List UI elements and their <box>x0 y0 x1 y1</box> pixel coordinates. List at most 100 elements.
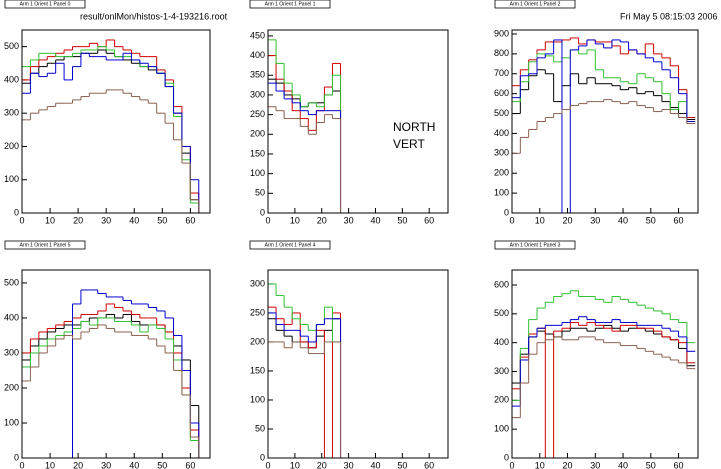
x-tick-label: 10 <box>290 215 300 225</box>
x-tick-label: 40 <box>129 215 139 225</box>
x-tick-label: 50 <box>157 460 167 469</box>
y-tick-label: 0 <box>260 452 265 462</box>
x-tick-label: 0 <box>19 215 24 225</box>
title-box <box>4 0 86 9</box>
panel-title: Arm 1 Orient 1 Panel 0 <box>20 1 71 7</box>
y-tick-label: 100 <box>250 168 265 178</box>
x-tick-label: 10 <box>535 460 545 469</box>
x-tick-label: 0 <box>509 460 514 469</box>
x-tick-label: 60 <box>674 460 684 469</box>
y-tick-label: 300 <box>250 278 265 288</box>
x-tick-label: 10 <box>535 215 545 225</box>
x-tick-label: 0 <box>19 460 24 469</box>
y-tick-label: 200 <box>4 382 19 392</box>
plot-frame <box>21 269 211 459</box>
y-tick-label: 400 <box>250 50 265 60</box>
y-tick-label: 0 <box>504 207 509 217</box>
y-tick-label: 700 <box>494 68 509 78</box>
x-tick-label: 20 <box>317 460 327 469</box>
plot-frame <box>511 29 699 214</box>
y-tick-label: 500 <box>494 308 509 318</box>
y-tick-label: 0 <box>14 207 19 217</box>
y-tick-label: 200 <box>250 129 265 139</box>
x-tick-label: 20 <box>563 215 573 225</box>
x-tick-label: 40 <box>370 215 380 225</box>
x-tick-label: 10 <box>45 460 55 469</box>
panel-title: Arm 1 Orient 1 Panel 2 <box>510 1 561 7</box>
date-stamp: Fri May 5 08:15:03 2006 <box>620 11 718 21</box>
panel-title: Arm 1 Orient 1 Panel 4 <box>265 242 316 248</box>
x-tick-label: 10 <box>290 460 300 469</box>
panel-title: Arm 1 Orient 1 Panel 1 <box>265 1 316 7</box>
panel-title: Arm 1 Orient 1 Panel 3 <box>510 242 561 248</box>
x-tick-label: 20 <box>317 215 327 225</box>
x-tick-label: 50 <box>646 460 656 469</box>
y-tick-label: 400 <box>4 74 19 84</box>
title-box <box>494 0 576 9</box>
x-tick-label: 60 <box>424 460 434 469</box>
x-tick-label: 10 <box>45 215 55 225</box>
y-tick-label: 200 <box>4 141 19 151</box>
y-tick-label: 0 <box>14 452 19 462</box>
x-tick-label: 0 <box>265 215 270 225</box>
x-tick-label: 40 <box>370 460 380 469</box>
y-tick-label: 50 <box>255 188 265 198</box>
plot-frame <box>511 269 699 459</box>
title-box <box>249 240 331 250</box>
y-tick-label: 100 <box>4 174 19 184</box>
y-tick-label: 600 <box>494 279 509 289</box>
y-tick-label: 200 <box>494 168 509 178</box>
y-tick-label: 500 <box>4 41 19 51</box>
x-tick-label: 30 <box>344 215 354 225</box>
y-tick-label: 300 <box>4 347 19 357</box>
x-tick-label: 40 <box>618 460 628 469</box>
y-tick-label: 100 <box>250 394 265 404</box>
x-tick-label: 60 <box>185 460 195 469</box>
y-tick-label: 300 <box>494 366 509 376</box>
y-tick-label: 50 <box>255 423 265 433</box>
x-tick-label: 30 <box>590 215 600 225</box>
y-tick-label: 200 <box>494 395 509 405</box>
x-tick-label: 30 <box>101 460 111 469</box>
y-tick-label: 350 <box>250 70 265 80</box>
plot-frame <box>267 269 449 459</box>
x-tick-label: 0 <box>509 215 514 225</box>
y-tick-label: 600 <box>494 88 509 98</box>
x-tick-label: 30 <box>101 215 111 225</box>
x-tick-label: 30 <box>344 460 354 469</box>
panel-title: Arm 1 Orient 1 Panel 5 <box>20 242 71 248</box>
x-tick-label: 20 <box>73 460 83 469</box>
y-tick-label: 300 <box>4 108 19 118</box>
x-tick-label: 20 <box>563 460 573 469</box>
y-tick-label: 100 <box>494 424 509 434</box>
title-box <box>249 0 331 9</box>
x-tick-label: 50 <box>397 215 407 225</box>
y-tick-label: 100 <box>4 417 19 427</box>
y-tick-label: 500 <box>4 277 19 287</box>
y-tick-label: 400 <box>4 312 19 322</box>
plot-frame <box>21 29 211 214</box>
y-tick-label: 0 <box>260 207 265 217</box>
x-tick-label: 50 <box>157 215 167 225</box>
title-box <box>4 240 86 250</box>
x-tick-label: 40 <box>618 215 628 225</box>
plot-frame <box>267 29 449 214</box>
y-tick-label: 150 <box>250 365 265 375</box>
y-tick-label: 800 <box>494 48 509 58</box>
x-tick-label: 60 <box>185 215 195 225</box>
y-tick-label: 150 <box>250 148 265 158</box>
file-name: result/onlMon/histos-1-4-193216.root <box>80 11 228 21</box>
y-tick-label: 450 <box>250 30 265 40</box>
annotation: VERT <box>393 137 425 151</box>
y-tick-label: 250 <box>250 109 265 119</box>
x-tick-label: 20 <box>73 215 83 225</box>
y-tick-label: 300 <box>494 148 509 158</box>
x-tick-label: 0 <box>265 460 270 469</box>
title-box <box>494 240 576 250</box>
x-tick-label: 40 <box>129 460 139 469</box>
y-tick-label: 200 <box>250 336 265 346</box>
annotation: NORTH <box>393 120 435 134</box>
y-tick-label: 300 <box>250 89 265 99</box>
y-tick-label: 400 <box>494 128 509 138</box>
